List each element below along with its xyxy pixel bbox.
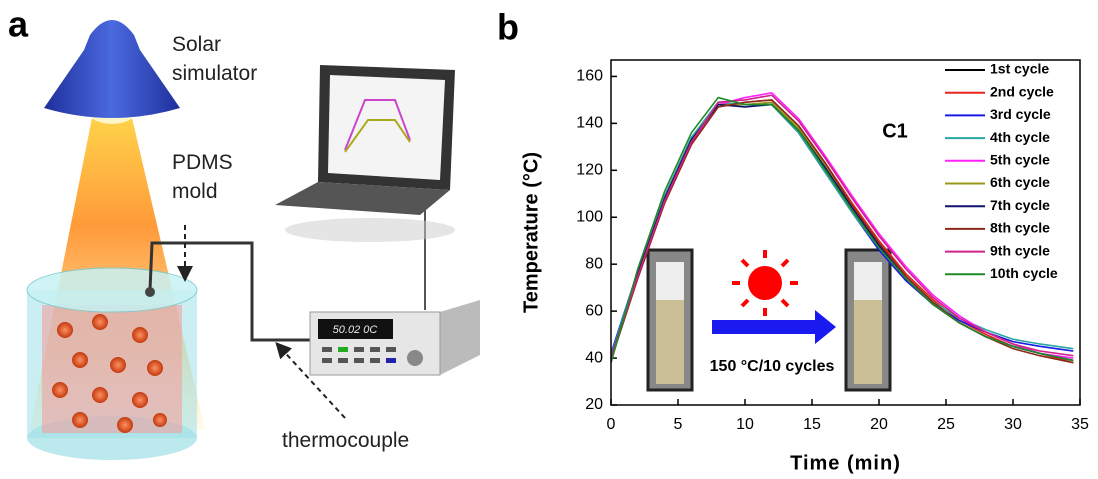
legend-label: 9th cycle [990, 242, 1050, 258]
legend-label: 2nd cycle [990, 83, 1054, 99]
y-tick-label: 140 [576, 115, 603, 132]
lamp-label: Solar simulator [172, 33, 258, 85]
vial-liquid [854, 300, 882, 384]
series-line [610, 94, 1074, 359]
y-tick-label: 60 [585, 302, 603, 319]
legend-label: 8th cycle [990, 220, 1050, 236]
legend-label: 5th cycle [990, 152, 1050, 168]
x-tick-label: 0 [607, 416, 616, 433]
sun [748, 266, 782, 300]
legend-label: 3rd cycle [990, 106, 1051, 122]
inset-caption: 150 °C/10 cycles [710, 358, 835, 375]
x-tick-label: 25 [937, 416, 955, 433]
instrument-buttons [322, 347, 423, 366]
process-arrow [712, 310, 836, 344]
series-line [610, 101, 1074, 356]
y-tick-label: 120 [576, 162, 603, 179]
panel-label: b [497, 7, 519, 48]
probe-tip [145, 287, 155, 297]
y-axis-title: Temperature (°C) [520, 152, 542, 313]
x-tick-label: 10 [736, 416, 754, 433]
nanoparticles [52, 314, 167, 433]
y-tick-label: 100 [576, 208, 603, 225]
sun-rays [732, 250, 798, 316]
mold-label: PDMS mold [172, 151, 233, 203]
screen-plot [344, 119, 411, 153]
x-tick-label: 5 [674, 416, 683, 433]
thermocouple-wire [148, 241, 312, 342]
legend-label: 1st cycle [990, 61, 1049, 77]
legend-label: 7th cycle [990, 197, 1050, 213]
instrument-display [318, 319, 393, 339]
screen-plot [344, 99, 411, 151]
inset: 150 °C/10 cycles [646, 248, 892, 392]
lamp-shade [44, 20, 180, 118]
laptop-shadow [285, 218, 455, 242]
x-tick-label: 15 [803, 416, 821, 433]
legend-label: 6th cycle [990, 174, 1050, 190]
y-tick-label: 80 [585, 255, 603, 272]
vial-liquid [656, 300, 684, 384]
y-tick-label: 160 [576, 68, 603, 85]
laptop-keyboard [275, 182, 450, 215]
plot-frame [610, 59, 1081, 406]
x-tick-label: 20 [870, 416, 888, 433]
x-tick-label: 35 [1071, 416, 1089, 433]
panel-label: a [8, 4, 29, 45]
legend-label: 4th cycle [990, 129, 1050, 145]
y-tick-label: 20 [585, 396, 603, 413]
legend-label: 10th cycle [990, 265, 1058, 281]
series-line [610, 96, 1074, 363]
setup-diagram: 50.02 0C a [8, 4, 480, 460]
laptop-screen [328, 75, 445, 180]
x-axis-title: Time (min) [790, 452, 901, 474]
thermocouple-arrow [275, 342, 346, 419]
display-reading: 50.02 0C [333, 324, 378, 336]
y-tick-label: 40 [585, 349, 603, 366]
beaker-top [26, 267, 198, 313]
x-tick-label: 30 [1004, 416, 1022, 433]
annotation: C1 [882, 120, 908, 142]
sensor-label: thermocouple [282, 429, 410, 452]
